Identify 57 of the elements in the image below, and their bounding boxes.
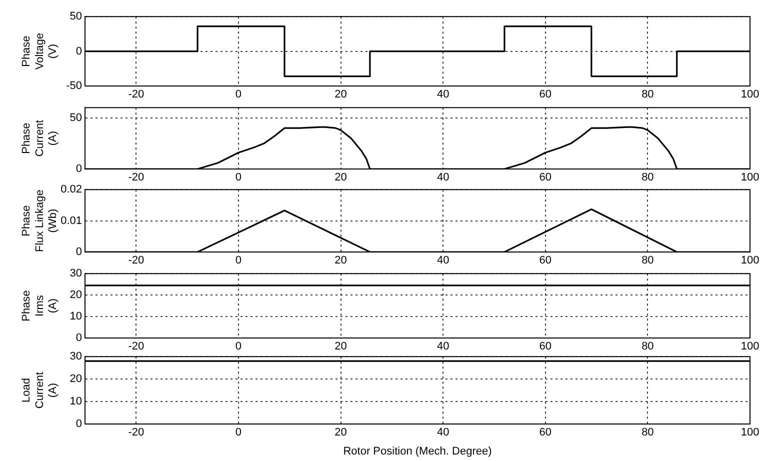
x-tick-label: 80	[642, 340, 654, 353]
x-tick-label: 0	[235, 254, 242, 267]
x-tick-label: 60	[539, 172, 552, 184]
y-tick-label: 0	[76, 45, 82, 58]
x-tick-label: 20	[334, 172, 347, 184]
x-tick-label: 100	[740, 426, 760, 439]
x-tick-label: 100	[740, 88, 760, 101]
x-tick-label: 80	[642, 426, 654, 439]
y-axis-title: Phase Current (A)	[20, 120, 60, 157]
x-tick-label: 0	[235, 340, 242, 353]
y-tick-label: 30	[70, 268, 82, 280]
y-tick-label: 20	[70, 373, 82, 386]
y-tick-label: 30	[70, 350, 82, 363]
x-tick-label: 0	[235, 172, 242, 184]
x-tick-label: 60	[539, 426, 552, 439]
x-tick-label: 20	[334, 340, 347, 353]
y-tick-label: 0.02	[60, 184, 82, 196]
x-tick-label: 100	[740, 254, 760, 267]
x-tick-label: 80	[642, 254, 654, 267]
y-axis-title: Phase Voltage (V)	[20, 32, 60, 70]
x-tick-label: 40	[436, 172, 450, 184]
x-tick-label: 80	[642, 88, 654, 101]
x-tick-label: 40	[436, 340, 450, 353]
y-tick-label: 0	[76, 418, 82, 430]
x-tick-label: -20	[128, 426, 144, 439]
y-tick-label: 0.01	[60, 214, 82, 227]
x-tick-label: -20	[128, 254, 144, 267]
x-tick-label: 60	[539, 340, 552, 353]
x-axis-title: Rotor Position (Mech. Degree)	[343, 445, 492, 458]
x-tick-label: 20	[334, 426, 347, 439]
y-tick-label: 50	[70, 112, 82, 124]
x-tick-label: 100	[740, 172, 760, 184]
x-tick-label: -20	[128, 88, 144, 101]
x-tick-label: 40	[436, 254, 450, 267]
x-tick-label: 80	[642, 172, 654, 184]
y-tick-label: 0	[76, 246, 82, 258]
x-tick-label: 60	[539, 88, 552, 101]
y-tick-label: 10	[70, 310, 82, 323]
x-tick-label: 20	[334, 88, 347, 101]
y-axis-title: Phase Irms (A)	[20, 290, 60, 322]
x-tick-label: 60	[539, 254, 552, 267]
y-axis-title: Phase Flux Linkage (Wb)	[20, 190, 60, 252]
x-tick-label: 40	[436, 426, 450, 439]
y-tick-label: 0	[76, 332, 82, 344]
y-tick-label: 20	[70, 289, 82, 302]
x-tick-label: 20	[334, 254, 347, 267]
y-tick-label: -50	[66, 80, 82, 92]
x-tick-label: 0	[235, 88, 242, 101]
x-tick-label: 40	[436, 88, 450, 101]
y-tick-label: 0	[76, 163, 82, 176]
y-axis-title: Load Current (A)	[20, 372, 60, 409]
y-tick-label: 50	[70, 10, 82, 23]
x-tick-label: 100	[740, 340, 760, 353]
x-tick-label: -20	[128, 172, 144, 184]
x-tick-label: -20	[128, 340, 144, 353]
y-tick-label: 10	[70, 396, 82, 408]
x-tick-label: 0	[235, 426, 242, 439]
